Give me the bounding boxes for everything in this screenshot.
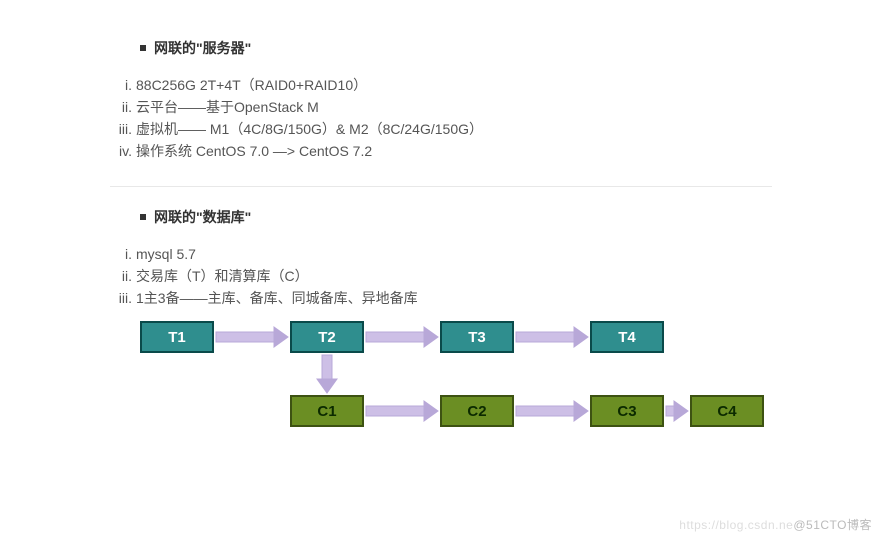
list-item: iii.虚拟机—— M1（4C/8G/150G）& M2（8C/24G/150G… <box>110 118 772 140</box>
list-num: iii. <box>110 118 132 140</box>
watermark-main: @51CTO博客 <box>793 518 872 532</box>
node-c2: C2 <box>440 395 514 427</box>
node-c3: C3 <box>590 395 664 427</box>
list-item: ii.云平台——基于OpenStack M <box>110 96 772 118</box>
list-num: iii. <box>110 287 132 309</box>
replication-diagram: T1 T2 T3 T4 C1 C2 C3 C4 <box>130 317 770 447</box>
list-text: 交易库（T）和清算库（C） <box>136 268 309 284</box>
list-item: ii.交易库（T）和清算库（C） <box>110 265 772 287</box>
list-text: 云平台——基于OpenStack M <box>136 99 319 115</box>
database-list: i.mysql 5.7 ii.交易库（T）和清算库（C） iii.1主3备——主… <box>110 243 772 309</box>
list-num: iv. <box>110 140 132 162</box>
node-t1: T1 <box>140 321 214 353</box>
list-num: i. <box>110 74 132 96</box>
list-text: 操作系统 CentOS 7.0 —> CentOS 7.2 <box>136 143 372 159</box>
node-c4: C4 <box>690 395 764 427</box>
list-text: 1主3备——主库、备库、同城备库、异地备库 <box>136 290 418 306</box>
list-num: ii. <box>110 265 132 287</box>
node-t3: T3 <box>440 321 514 353</box>
section-title-database: 网联的"数据库" <box>140 207 772 227</box>
server-list: i.88C256G 2T+4T（RAID0+RAID10） ii.云平台——基于… <box>110 74 772 162</box>
node-t4: T4 <box>590 321 664 353</box>
node-t2: T2 <box>290 321 364 353</box>
section-divider <box>110 186 772 187</box>
list-item: iii.1主3备——主库、备库、同城备库、异地备库 <box>110 287 772 309</box>
section-title-servers: 网联的"服务器" <box>140 38 772 58</box>
watermark-faint: https://blog.csdn.ne <box>679 518 793 532</box>
document-body: 网联的"服务器" i.88C256G 2T+4T（RAID0+RAID10） i… <box>0 0 882 447</box>
list-text: mysql 5.7 <box>136 246 196 262</box>
node-c1: C1 <box>290 395 364 427</box>
list-text: 虚拟机—— M1（4C/8G/150G）& M2（8C/24G/150G） <box>136 121 483 137</box>
list-item: i.mysql 5.7 <box>110 243 772 265</box>
list-text: 88C256G 2T+4T（RAID0+RAID10） <box>136 77 367 93</box>
list-item: i.88C256G 2T+4T（RAID0+RAID10） <box>110 74 772 96</box>
list-num: i. <box>110 243 132 265</box>
section-title-text: 网联的"服务器" <box>154 38 251 58</box>
watermark: https://blog.csdn.ne@51CTO博客 <box>679 516 872 533</box>
list-num: ii. <box>110 96 132 118</box>
section-title-text: 网联的"数据库" <box>154 207 251 227</box>
list-item: iv.操作系统 CentOS 7.0 —> CentOS 7.2 <box>110 140 772 162</box>
